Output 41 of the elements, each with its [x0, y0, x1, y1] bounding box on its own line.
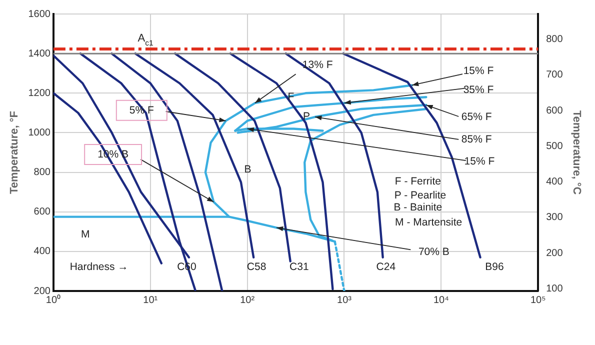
- y2-tick-label: 500: [546, 140, 564, 152]
- annotation: B - Bainite: [394, 202, 442, 214]
- y-tick-label: 600: [34, 206, 51, 218]
- y2-tick-label: 700: [546, 70, 564, 81]
- annotation: C24: [376, 260, 396, 273]
- annotation: 85% F: [461, 133, 492, 146]
- annotation: F - Ferrite: [394, 175, 442, 188]
- x-tick-label: 10³: [337, 294, 352, 306]
- annotation: 35% F: [463, 84, 494, 96]
- annotation: B96: [485, 260, 504, 273]
- annotation: P - Pearlite: [394, 190, 446, 202]
- y-tick-label: 1400: [28, 48, 51, 60]
- annotation: 5% F: [129, 104, 154, 116]
- y-tick-label: 1000: [28, 127, 51, 138]
- y-tick-label: 800: [34, 167, 51, 178]
- y-tick-label: 1200: [28, 88, 51, 99]
- annotation: C58: [246, 260, 266, 273]
- x-tick-label: 10²: [240, 294, 256, 306]
- annotation: C31: [290, 260, 309, 273]
- annotation: 65% F: [461, 111, 492, 124]
- y2-tick-label: 100: [546, 283, 564, 294]
- annotation: 15% F: [463, 65, 494, 78]
- annotation: 13% F: [302, 59, 333, 72]
- y2-tick-label: 300: [546, 212, 564, 224]
- annotation: M: [81, 228, 90, 241]
- x-tick-label: 10¹: [143, 294, 158, 306]
- annotation: M - Martensite: [395, 216, 462, 229]
- y-tick-label: 1600: [28, 8, 51, 20]
- y2-tick-label: 800: [546, 34, 564, 46]
- annotation: B: [244, 164, 252, 176]
- y-axis-title: Temperature, °F: [8, 110, 21, 194]
- y2-tick-label: 200: [546, 248, 564, 259]
- annotation: 70% B: [418, 246, 450, 258]
- y2-axis-title: Temperature, °C: [570, 110, 582, 195]
- y-tick-label: 400: [34, 246, 51, 258]
- annotation: 15% F: [464, 156, 495, 168]
- annotation: Hardness →: [70, 260, 128, 273]
- y2-tick-label: 400: [546, 176, 564, 188]
- y2-tick-label: 600: [546, 105, 564, 116]
- x-tick-label: 10⁵: [530, 294, 546, 306]
- x-tick-label: 10⁴: [433, 294, 449, 306]
